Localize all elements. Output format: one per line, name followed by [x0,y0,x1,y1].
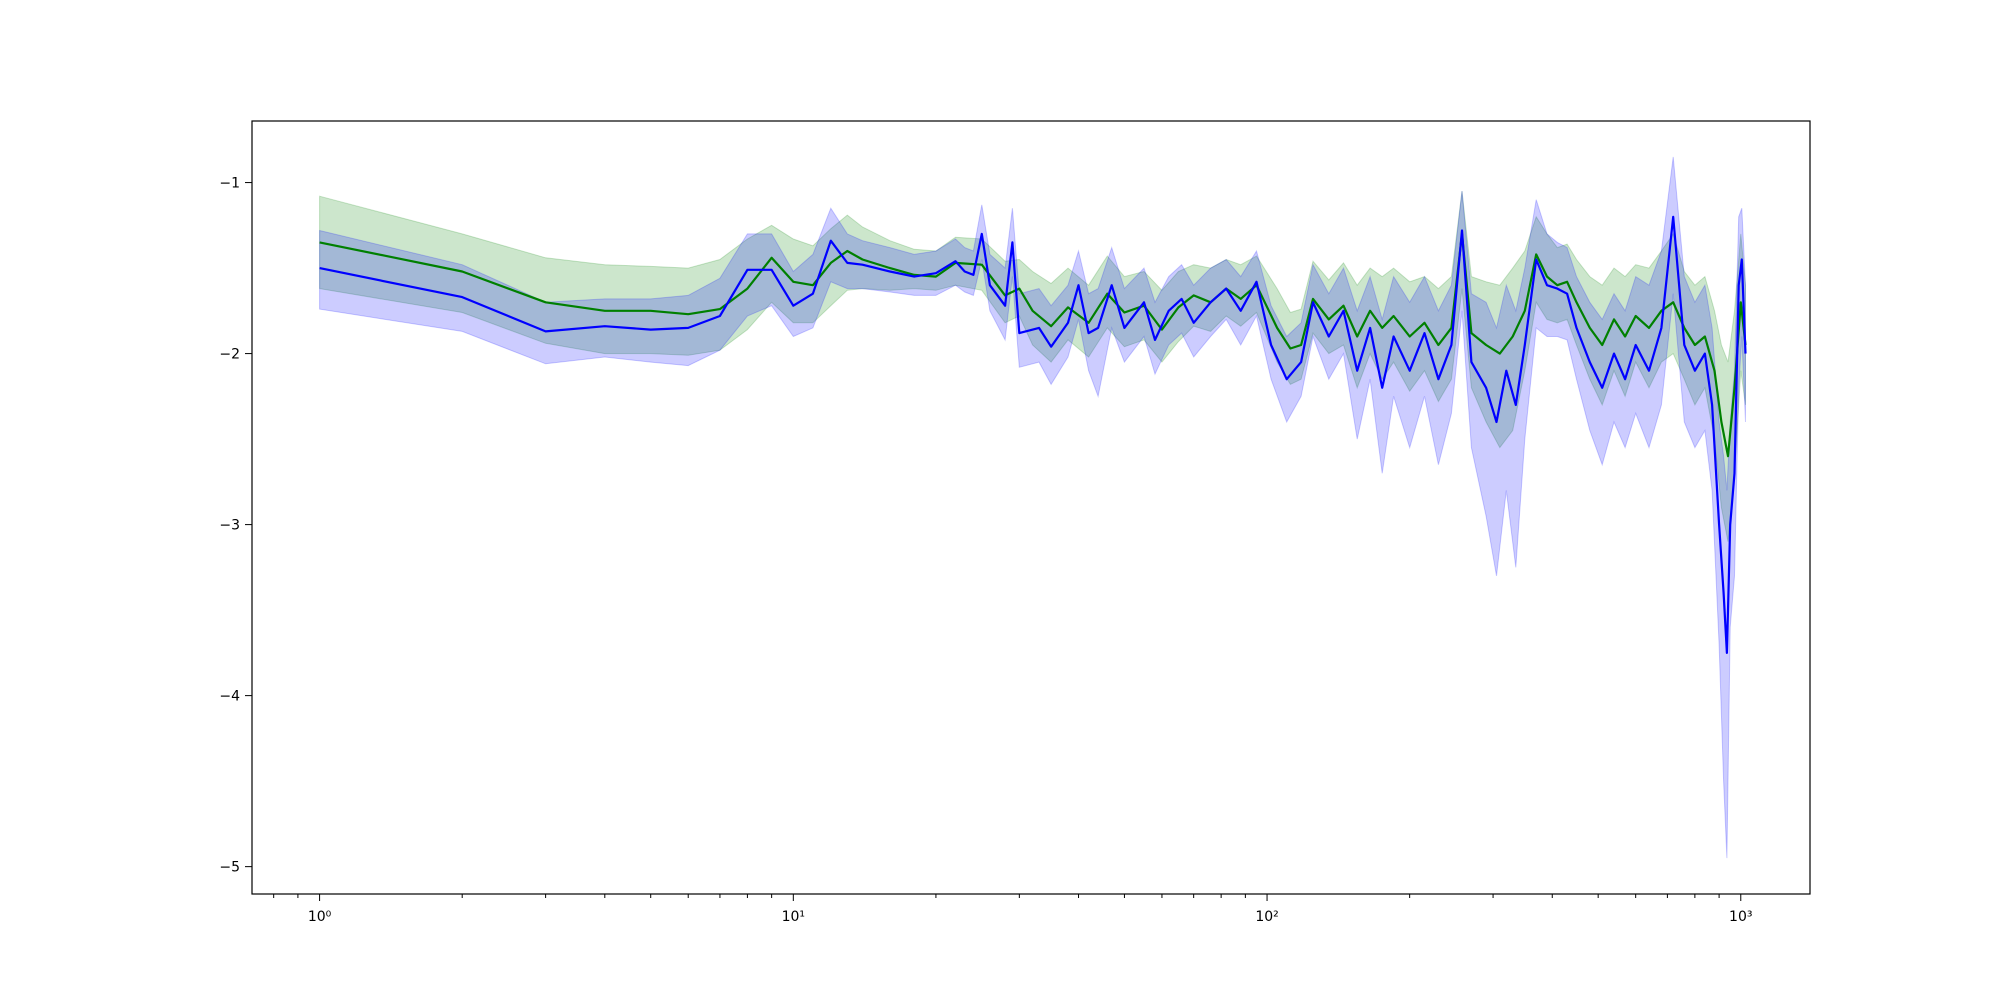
series-1-band [319,191,1746,542]
plot-frame [251,120,1811,895]
y-tick-label: −5 [219,860,240,876]
y-tick-label: −4 [219,689,240,705]
series-1-line [319,232,1747,458]
plot-area [319,156,1747,859]
y-tick-label: −2 [219,347,240,363]
series-2-band [319,156,1746,859]
series-group [319,156,1747,859]
y-tick-label: −1 [219,176,240,192]
x-tick-label: 10² [1255,909,1278,925]
y-tick-label: −3 [219,518,240,534]
axes: 10⁰ 10¹ 10² 10³ −1 −2 −3 −4 −5 [219,120,1811,925]
x-tick-label: 10³ [1729,909,1752,925]
x-tick-label: 10⁰ [308,909,332,925]
series-2-line [319,215,1747,655]
x-tick-label: 10¹ [782,909,805,925]
